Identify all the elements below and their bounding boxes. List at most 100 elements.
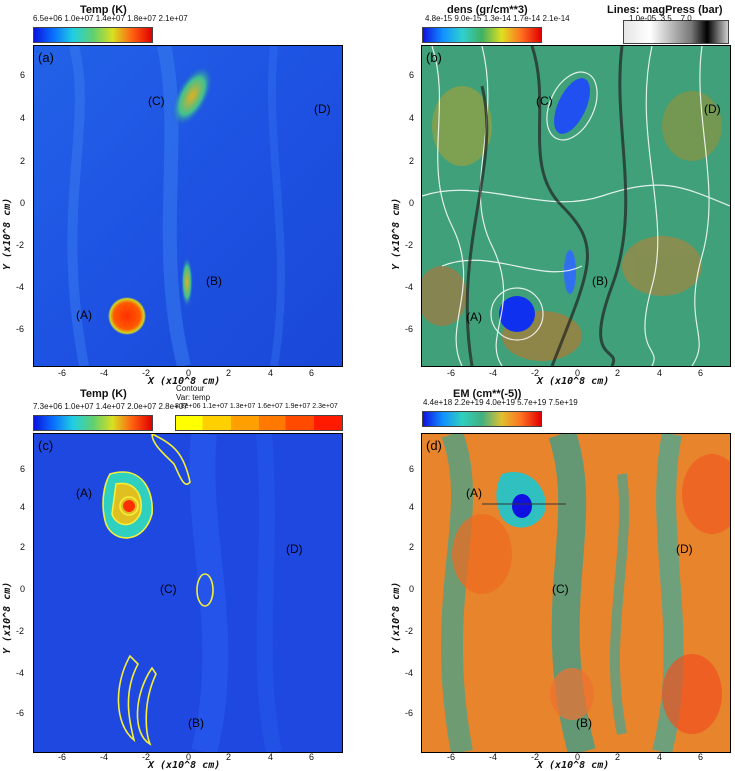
colorbar-tick: 1.7e-14 — [513, 14, 541, 23]
temperature-map — [34, 46, 342, 366]
colorbar-tick: 2.0e+07 — [127, 402, 157, 411]
region-label-b: (B) — [206, 274, 222, 288]
y-tick: -2 — [16, 626, 25, 636]
x-tick: 6 — [698, 368, 704, 378]
colorbar-title: Temp (K) — [80, 388, 127, 400]
colorbar-ticks: 4.8e-15 9.0e-15 1.3e-14 1.7e-14 2.1e-14 — [425, 14, 570, 23]
y-tick: 6 — [20, 464, 26, 474]
region-label-d: (D) — [314, 102, 331, 116]
colorbar-title: EM (cm**(-5)) — [453, 388, 522, 400]
x-tick: -2 — [142, 368, 151, 378]
contour-tick: 8.8e+06 — [175, 403, 201, 410]
x-axis-label: X (x10^8 cm) — [537, 376, 610, 387]
contour-colorbar — [175, 415, 343, 431]
colorbar-tick: 5.7e+19 — [517, 398, 547, 407]
colorbar-tick: 2.1e-14 — [542, 14, 570, 23]
colorbar-tick: 1.4e+07 — [95, 14, 125, 23]
contour-title: Contour — [176, 384, 205, 393]
colorbar-tick: 1.0e+07 — [64, 402, 94, 411]
y-tick: -4 — [16, 282, 25, 292]
colorbar-tick: 1.0e+07 — [64, 14, 94, 23]
y-tick: 4 — [20, 502, 26, 512]
y-tick: 2 — [409, 542, 415, 552]
contour-var: Var: temp — [176, 393, 211, 402]
y-axis-label: Y (x10^8 cm) — [2, 197, 13, 270]
y-axis-label: Y (x10^8 cm) — [391, 197, 402, 270]
colorbar-tick: 9.0e-15 — [454, 14, 482, 23]
colorbar — [422, 411, 542, 427]
x-tick: -2 — [531, 752, 540, 762]
y-tick: 4 — [20, 113, 26, 123]
temperature-contour-map — [34, 434, 342, 752]
colorbar-tick: 6.5e+06 — [33, 14, 63, 23]
lines-colorbar — [623, 20, 729, 44]
panel-letter: (a) — [38, 50, 54, 65]
x-tick: -6 — [58, 368, 67, 378]
y-tick: -4 — [405, 668, 414, 678]
x-tick: 4 — [268, 752, 274, 762]
colorbar-title: dens (gr/cm**3) — [447, 4, 528, 16]
y-tick: -6 — [16, 324, 25, 334]
contour-tick: 1.1e+07 — [202, 403, 228, 410]
contour-tick: 1.3e+07 — [229, 403, 256, 410]
y-tick: 2 — [409, 156, 415, 166]
x-tick: 2 — [226, 368, 232, 378]
panel-letter: (c) — [38, 438, 54, 453]
x-tick: 4 — [657, 368, 663, 378]
region-label-b: (B) — [592, 274, 608, 288]
x-tick: 4 — [657, 752, 663, 762]
panel-a: Temp (K) 6.5e+06 1.0e+07 1.4e+07 1.8e+07… — [0, 0, 367, 387]
y-tick: 4 — [409, 502, 415, 512]
region-label-c: (C) — [552, 582, 569, 596]
density-map — [422, 46, 730, 366]
image-plot: (b) (A) (B) (C) (D) — [421, 45, 731, 367]
colorbar-tick: 1.3e-14 — [483, 14, 511, 23]
y-tick: 2 — [20, 542, 26, 552]
y-tick: -4 — [405, 282, 414, 292]
colorbar-tick: 2.2e+19 — [454, 398, 484, 407]
colorbar-tick: 4.0e+19 — [485, 398, 515, 407]
y-tick: 6 — [409, 464, 415, 474]
panel-d: EM (cm**(-5)) 4.4e+18 2.2e+19 4.0e+19 5.… — [367, 384, 735, 771]
region-label-d: (D) — [676, 542, 693, 556]
panel-c: Temp (K) 7.3e+06 1.0e+07 1.4e+07 2.0e+07… — [0, 384, 367, 771]
colorbar-tick: 4.4e+18 — [423, 398, 453, 407]
x-axis-label: X (x10^8 cm) — [148, 760, 221, 771]
x-tick: 0 — [575, 752, 581, 762]
region-label-a: (A) — [466, 310, 482, 324]
colorbar-ticks: 7.3e+06 1.0e+07 1.4e+07 2.0e+07 2.8e+07 — [33, 402, 188, 411]
region-label-a: (A) — [76, 308, 92, 322]
colorbar-tick: 1.4e+07 — [95, 402, 125, 411]
panel-letter: (b) — [426, 50, 442, 65]
x-axis-label: X (x10^8 cm) — [148, 376, 221, 387]
colorbar-ticks: 4.4e+18 2.2e+19 4.0e+19 5.7e+19 7.5e+19 — [423, 398, 578, 407]
colorbar-tick: 2.1e+07 — [158, 14, 188, 23]
contour-tick: 1.6e+07 — [257, 403, 283, 410]
region-label-b: (B) — [576, 716, 592, 730]
colorbar-tick: 1.8e+07 — [127, 14, 157, 23]
y-tick: 0 — [409, 198, 415, 208]
lines-tick: 1.0e-05 — [629, 14, 657, 23]
image-plot: (a) (A) (B) (C) (D) — [33, 45, 343, 367]
region-label-a: (A) — [76, 486, 92, 500]
y-tick: 6 — [409, 70, 415, 80]
region-label-c: (C) — [148, 94, 165, 108]
contour-tick: 1.9e+07 — [284, 403, 311, 410]
x-axis-label: X (x10^8 cm) — [537, 760, 610, 771]
x-tick: 6 — [309, 368, 315, 378]
region-label-c: (C) — [536, 94, 553, 108]
y-tick: -2 — [16, 240, 25, 250]
x-tick: -2 — [142, 752, 151, 762]
region-label-a: (A) — [466, 486, 482, 500]
colorbar — [422, 27, 542, 43]
y-tick: 0 — [20, 584, 26, 594]
contour-ticks: 8.8e+06 1.1e+07 1.3e+07 1.6e+07 1.9e+07 … — [175, 403, 338, 410]
x-tick: 6 — [698, 752, 704, 762]
x-tick: 2 — [615, 368, 621, 378]
y-axis-label: Y (x10^8 cm) — [2, 581, 13, 654]
panel-b: dens (gr/cm**3) 4.8e-15 9.0e-15 1.3e-14 … — [367, 0, 735, 387]
y-tick: 2 — [20, 156, 26, 166]
y-tick: 0 — [409, 584, 415, 594]
x-tick: 0 — [186, 752, 192, 762]
x-tick: -4 — [100, 752, 109, 762]
